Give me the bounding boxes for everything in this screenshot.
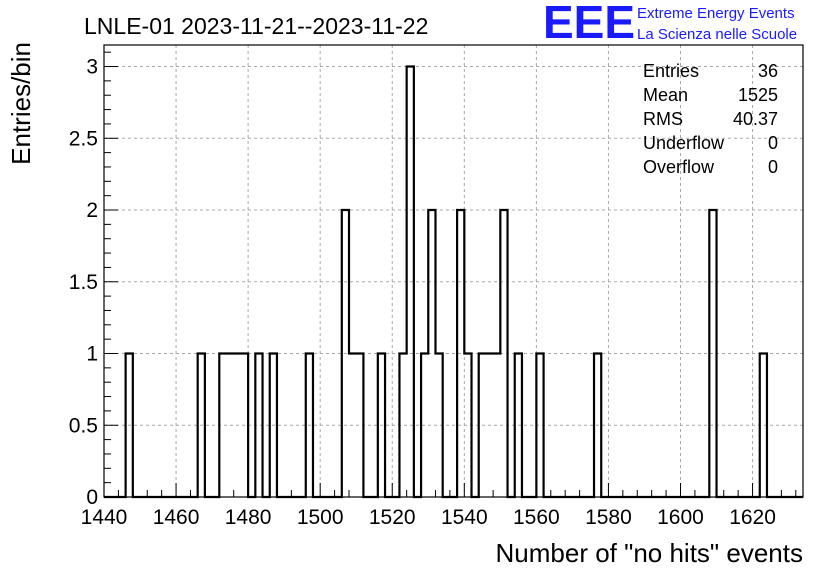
histogram-bin — [515, 354, 522, 497]
stats-value: 0 — [768, 157, 778, 177]
y-tick-label: 3 — [86, 56, 98, 79]
histogram-bin — [234, 354, 241, 497]
histogram-bin — [428, 210, 435, 497]
axes — [103, 44, 804, 498]
stats-label: Underflow — [643, 133, 725, 153]
histogram-bin — [270, 354, 277, 497]
histogram-bin — [760, 354, 767, 497]
eee-logo: EEE Extreme Energy Events La Scienza nel… — [543, 0, 797, 48]
histogram-bin — [464, 354, 471, 497]
x-tick-label: 1440 — [81, 506, 128, 529]
grid-lines — [103, 45, 803, 498]
histogram-bin — [479, 354, 486, 497]
y-tick-label: 0.5 — [69, 414, 98, 437]
histogram-bin — [594, 354, 601, 497]
histogram-bin — [500, 210, 507, 497]
histogram-bin — [457, 210, 464, 497]
x-tick-label: 1480 — [225, 506, 272, 529]
stats-label: Mean — [643, 85, 688, 105]
x-tick-label: 1500 — [297, 506, 344, 529]
histogram-bin — [342, 210, 349, 497]
x-tick-label: 1520 — [369, 506, 416, 529]
stats-value: 40.37 — [733, 109, 778, 129]
plot-frame — [103, 44, 804, 498]
histogram-bin — [407, 67, 414, 497]
histogram-bin — [306, 354, 313, 497]
histogram-bin — [198, 354, 205, 497]
histogram-bin — [126, 354, 133, 497]
histogram-bin — [219, 354, 226, 497]
stats-box: Entries 36 Mean 1525 RMS 40.37 Underflow 0 Overf… — [643, 61, 778, 177]
x-tick-label: 1600 — [657, 506, 704, 529]
histogram-bin — [227, 354, 234, 497]
y-tick-label: 2.5 — [69, 127, 98, 150]
stats-value: 0 — [768, 133, 778, 153]
y-tick-label: 1 — [86, 343, 98, 366]
stats-value: 1525 — [738, 85, 778, 105]
x-tick-label: 1580 — [585, 506, 632, 529]
y-tick-label: 2 — [86, 199, 98, 222]
histogram-bin — [421, 354, 428, 497]
stats-label: Overflow — [643, 157, 715, 177]
histogram-bin — [241, 354, 248, 497]
x-tick-label: 1540 — [441, 506, 488, 529]
histogram-bin — [378, 354, 385, 497]
x-tick-label: 1620 — [729, 506, 776, 529]
histogram-bin — [349, 354, 356, 497]
histogram-bin — [255, 354, 262, 497]
stats-label: Entries — [643, 61, 699, 81]
logo-line1: Extreme Energy Events — [637, 5, 795, 22]
x-axis-title: Number of "no hits" events — [496, 538, 804, 568]
tick-labels: 1440 1460 1480 1500 1520 1540 1560 1580 1600 1620… — [69, 56, 776, 529]
histogram-bin — [493, 354, 500, 497]
histogram-bin — [709, 210, 716, 497]
chart-title: LNLE-01 2023-11-21--2023-11-22 — [84, 13, 428, 39]
y-tick-label: 1.5 — [69, 271, 98, 294]
stats-value: 36 — [758, 61, 778, 81]
x-tick-label: 1460 — [153, 506, 200, 529]
histogram-bin — [435, 354, 442, 497]
eee-logo-mark: EEE — [543, 0, 635, 48]
histogram-bin — [536, 354, 543, 497]
y-axis-title: Entries/bin — [6, 42, 36, 165]
logo-line2: La Scienza nelle Scuole — [637, 26, 797, 43]
histogram-bin — [356, 354, 363, 497]
x-tick-label: 1560 — [513, 506, 560, 529]
histogram-bin — [399, 354, 406, 497]
stats-label: RMS — [643, 109, 683, 129]
y-tick-label: 0 — [86, 486, 98, 509]
histogram-bin — [486, 354, 493, 497]
